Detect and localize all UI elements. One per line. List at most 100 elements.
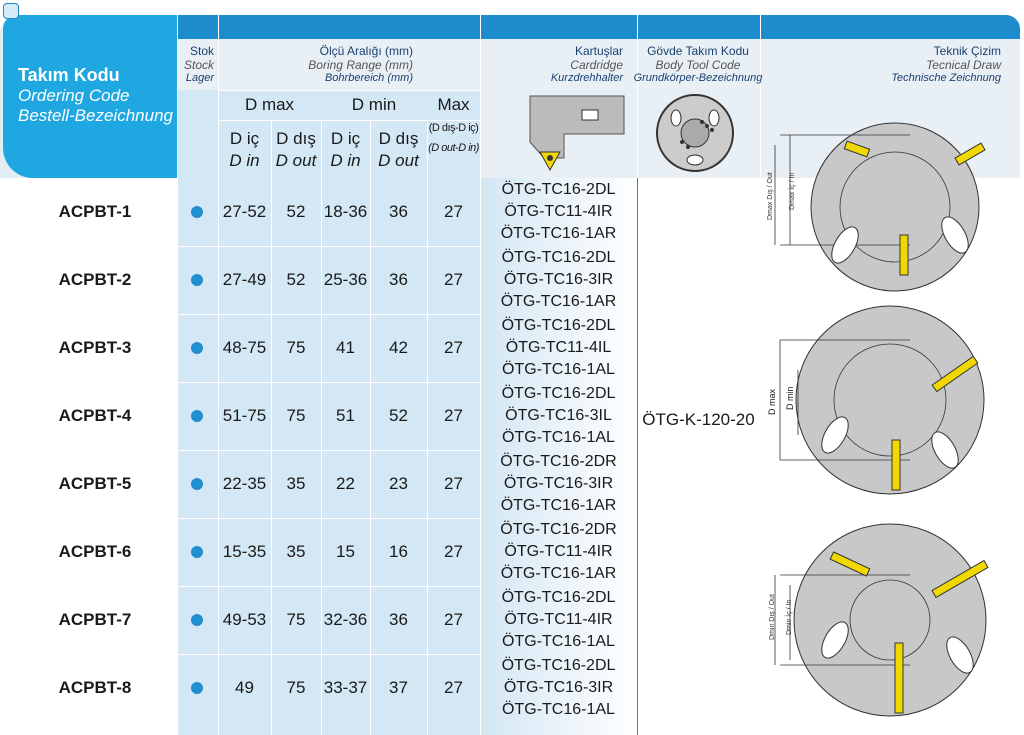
cell: 52 xyxy=(389,406,408,425)
sub-header: D in xyxy=(330,151,361,170)
cell: 52 xyxy=(286,202,306,221)
cartridge: ÖTG-TC16-2DL xyxy=(501,589,616,606)
cartridge: ÖTG-TC16-2DR xyxy=(500,521,617,538)
cell: 16 xyxy=(389,542,408,561)
cell: 52 xyxy=(286,270,306,289)
cell: 49-53 xyxy=(222,610,267,629)
cartridge: ÖTG-TC16-1AR xyxy=(500,565,617,582)
cartridge: ÖTG-TC16-2DL xyxy=(501,657,616,674)
dimension-label: D max xyxy=(767,388,777,415)
row-line xyxy=(0,518,480,519)
column-header: Teknik Çizim xyxy=(933,44,1001,58)
cell: 32-36 xyxy=(323,610,368,629)
cartridge-image xyxy=(529,95,625,172)
cell: 33-37 xyxy=(323,678,368,697)
group-header: Max xyxy=(437,95,470,114)
column-header: Boring Range (mm) xyxy=(308,58,413,72)
ordering-code: ACPBT-6 xyxy=(58,542,132,561)
column-header: Body Tool Code xyxy=(655,58,741,72)
stock-dot xyxy=(191,206,203,218)
cartridge: ÖTG-TC16-1AL xyxy=(502,633,615,650)
column-header: Ölçü Aralığı (mm) xyxy=(319,44,413,58)
cartridge: ÖTG-TC16-2DR xyxy=(500,453,617,470)
sub-header: D out xyxy=(378,151,419,170)
cartridge: ÖTG-TC16-3IR xyxy=(503,271,614,288)
row-line xyxy=(0,382,480,383)
ordering-code: ACPBT-4 xyxy=(58,406,132,425)
sub-header: (D out-D in) xyxy=(428,142,479,154)
cell: 27-49 xyxy=(222,270,267,289)
cell: 15-35 xyxy=(222,542,267,561)
dimension-label: Dmax Dış / Out xyxy=(767,172,774,220)
cell: 36 xyxy=(389,202,408,221)
group-line xyxy=(218,120,480,121)
cartridge: ÖTG-TC16-1AR xyxy=(500,293,617,310)
cartridge: ÖTG-TC16-2DL xyxy=(501,181,616,198)
column-header: Grundkörper-Bezeichnung xyxy=(633,72,763,84)
column-line xyxy=(271,120,272,735)
column-header: Stock xyxy=(183,58,214,72)
cell: 42 xyxy=(389,338,408,357)
column-line xyxy=(760,15,761,735)
row-line xyxy=(0,586,480,587)
stock-dot xyxy=(191,546,203,558)
stock-dot xyxy=(191,478,203,490)
column-line xyxy=(370,120,371,735)
title: Ordering Code xyxy=(18,86,130,105)
cell: 27 xyxy=(444,202,463,221)
cartridge: ÖTG-TC16-1AL xyxy=(502,429,615,446)
cartridge: ÖTG-TC11-4IR xyxy=(504,203,613,220)
cell: 35 xyxy=(286,542,306,561)
column-header: Kurzdrehhalter xyxy=(550,72,623,84)
ordering-code: ACPBT-1 xyxy=(58,202,132,221)
group-header: D max xyxy=(244,95,295,114)
cartridge: ÖTG-TC16-3IR xyxy=(503,475,614,492)
ordering-code: ACPBT-8 xyxy=(58,678,132,697)
title-cell xyxy=(3,15,177,178)
column-header: Technische Zeichnung xyxy=(891,72,1001,84)
cartridge: ÖTG-TC16-3IR xyxy=(503,679,614,696)
column-header: Bohrbereich (mm) xyxy=(324,72,413,84)
cell: 36 xyxy=(389,270,408,289)
body-line xyxy=(637,178,638,735)
title: Bestell-Bezeichnung xyxy=(18,106,173,125)
cell: 27 xyxy=(444,678,463,697)
stock-dot xyxy=(191,682,203,694)
sub-header: D iç xyxy=(229,129,260,148)
cell: 27 xyxy=(444,474,463,493)
dimension-label: Dmax İç / In xyxy=(789,172,796,210)
cell: 22-35 xyxy=(222,474,267,493)
cartridge: ÖTG-TC16-2DL xyxy=(501,385,616,402)
cell: 35 xyxy=(286,474,306,493)
cartridge: ÖTG-TC16-1AR xyxy=(500,497,617,514)
cartridge: ÖTG-TC16-2DL xyxy=(501,249,616,266)
row-line xyxy=(0,246,480,247)
cell: 51-75 xyxy=(222,406,267,425)
column-header: Tecnical Draw xyxy=(926,58,1001,72)
sub-header: D dış xyxy=(378,129,419,148)
cell: 27-52 xyxy=(222,202,267,221)
column-line xyxy=(480,15,481,735)
top-tabs xyxy=(160,15,1020,39)
cartridge: ÖTG-TC16-1AR xyxy=(500,225,617,242)
cartridge-band xyxy=(480,178,637,735)
dimension-label: D min xyxy=(785,386,795,410)
row-line xyxy=(0,450,480,451)
row-line xyxy=(0,654,480,655)
column-line xyxy=(218,15,219,735)
cell: 49 xyxy=(235,678,254,697)
cartridge: ÖTG-TC16-1AL xyxy=(502,701,615,718)
sub-header: D in xyxy=(229,151,260,170)
group-line xyxy=(218,90,480,91)
cell: 22 xyxy=(336,474,355,493)
cell: 75 xyxy=(286,610,306,629)
cell: 27 xyxy=(444,406,463,425)
column-header: Cardridge xyxy=(570,58,623,72)
cell: 15 xyxy=(336,542,355,561)
dimension-label: Dmin Dış / Out xyxy=(769,594,776,640)
sub-header: D dış xyxy=(276,129,316,148)
stock-dot xyxy=(191,614,203,626)
cell: 51 xyxy=(336,406,355,425)
corner xyxy=(3,3,19,19)
cell: 23 xyxy=(389,474,408,493)
